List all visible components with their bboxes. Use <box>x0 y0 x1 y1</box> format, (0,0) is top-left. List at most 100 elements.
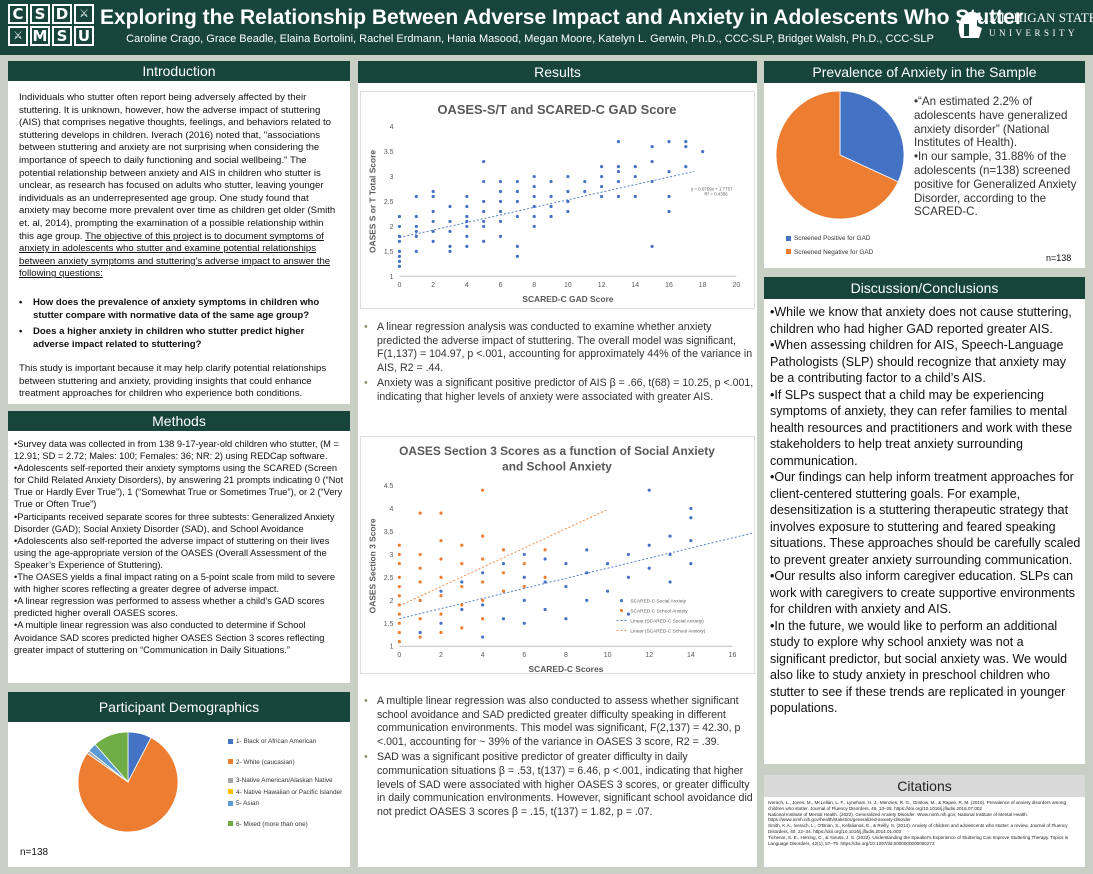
introduction-panel: Introduction Individuals who stutter oft… <box>8 61 350 404</box>
trend-line <box>399 509 608 607</box>
discussion-item: •Our results also inform caregiver educa… <box>770 569 1075 616</box>
data-point <box>515 189 519 194</box>
data-point <box>498 199 503 204</box>
data-point <box>667 140 671 144</box>
data-point <box>689 516 693 520</box>
data-point <box>605 562 610 566</box>
data-point <box>414 249 418 253</box>
data-point <box>448 219 452 224</box>
pie-slice <box>77 737 179 833</box>
data-point <box>481 571 485 575</box>
data-point <box>439 594 443 598</box>
x-tick-label: 2 <box>431 282 435 289</box>
result-text: SAD was a significant positive predictor… <box>377 751 753 818</box>
data-point <box>515 199 519 204</box>
data-point <box>414 229 418 233</box>
data-point <box>549 204 553 209</box>
data-point <box>650 145 654 149</box>
data-point <box>501 562 506 566</box>
discussion-text: •While we know that anxiety does not cau… <box>770 304 1082 717</box>
data-point <box>522 621 526 625</box>
result-text: A multiple linear regression was also co… <box>377 695 741 748</box>
spartan-icon: ⚔ <box>74 4 94 24</box>
intro-objective: The objective of this project is to docu… <box>19 230 331 280</box>
data-point <box>481 557 485 561</box>
question-item: • Does a higher anxiety in children who s… <box>19 326 305 350</box>
method-item: •Participants received separate scores f… <box>14 511 335 534</box>
data-point <box>564 562 568 566</box>
data-point <box>600 194 604 199</box>
result-text: A linear regression analysis was conduct… <box>377 321 753 374</box>
section-heading: Participant Demographics <box>8 692 350 722</box>
data-point <box>460 580 464 584</box>
x-tick-label: 12 <box>645 652 653 659</box>
x-tick-label: 8 <box>532 282 536 289</box>
data-point <box>647 566 651 570</box>
data-point <box>532 224 536 229</box>
data-point <box>522 584 526 589</box>
data-point <box>543 557 547 561</box>
data-point <box>448 249 452 253</box>
data-point <box>482 239 486 243</box>
data-point <box>564 617 568 621</box>
legend-label: 3-Native American/Alaskan Native <box>236 777 333 784</box>
demographics-panel: Participant Demographics 1- Black or Afr… <box>8 692 350 867</box>
x-tick-label: 12 <box>598 282 606 289</box>
x-tick-label: 14 <box>631 282 639 289</box>
y-axis-label: OASES Section 3 Score <box>368 518 378 613</box>
poster-authors: Caroline Crago, Grace Beadle, Elaina Bor… <box>126 33 934 45</box>
legend-item: 5- Asian <box>228 800 343 809</box>
prevalence-text: •“An estimated 2.2% of adolescents have … <box>914 95 1080 219</box>
data-point <box>482 179 486 184</box>
section-heading: Results <box>358 61 757 83</box>
trendline-equation: y = 0.0759x + 1.7757 <box>691 187 733 192</box>
data-point <box>633 164 637 169</box>
data-point <box>498 189 503 194</box>
data-point <box>418 566 422 570</box>
data-point <box>397 612 401 616</box>
trend-line <box>399 170 695 239</box>
gad-prevalence-pie-chart <box>775 90 905 220</box>
data-point <box>460 626 464 630</box>
x-tick-label: 0 <box>398 282 402 289</box>
data-point <box>498 234 503 238</box>
chart-title-line: OASES Section 3 Scores as a function of … <box>399 444 715 458</box>
data-point <box>439 630 443 635</box>
y-tick-label: 3.5 <box>384 529 394 536</box>
data-point <box>481 617 485 621</box>
x-tick-label: 16 <box>729 652 737 659</box>
data-point <box>626 575 630 579</box>
data-point <box>397 621 401 625</box>
discussion-panel: Discussion/Conclusions •While we know th… <box>764 277 1085 764</box>
data-point <box>549 194 553 199</box>
data-point <box>397 562 401 566</box>
x-tick-label: 20 <box>732 282 740 289</box>
y-tick-label: 4.5 <box>384 483 394 490</box>
data-point <box>498 209 503 214</box>
data-point <box>616 194 621 199</box>
data-point <box>684 145 688 149</box>
x-axis-label: SCARED-C Scores <box>529 664 604 674</box>
data-point <box>668 552 672 557</box>
oases3-scatter-chart: OASES Section 3 Scores as a function of … <box>360 436 755 674</box>
data-point <box>439 557 443 561</box>
data-point <box>532 204 536 209</box>
data-point <box>439 539 443 543</box>
data-point <box>616 179 621 184</box>
data-point <box>418 511 422 515</box>
data-point <box>481 488 485 492</box>
legend-item: 2- White (caucasian) <box>228 759 343 768</box>
data-point <box>647 543 651 547</box>
data-point <box>460 607 464 612</box>
x-tick-label: 18 <box>699 282 707 289</box>
legend-item: Screened Positive for GAD <box>786 235 873 244</box>
data-point <box>448 229 452 233</box>
x-tick-label: 8 <box>564 652 568 659</box>
data-point <box>397 594 401 598</box>
data-point <box>532 174 536 179</box>
y-tick-label: 3 <box>390 552 394 559</box>
demographics-pie-chart <box>77 731 179 833</box>
data-point <box>397 249 402 253</box>
data-point <box>397 254 402 258</box>
data-point <box>543 607 547 612</box>
